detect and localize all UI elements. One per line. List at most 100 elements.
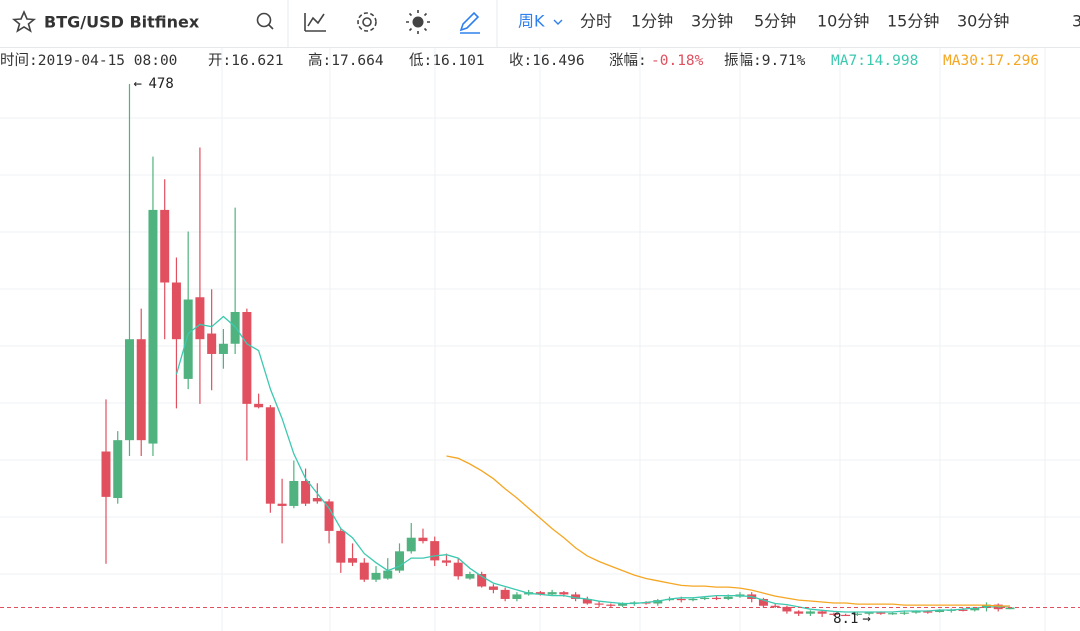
candle-body — [348, 558, 358, 563]
period[interactable]: 10分钟 — [817, 12, 869, 31]
candle-body — [265, 407, 275, 504]
info-high: 高:17.664 — [308, 52, 384, 69]
candle-body — [336, 530, 346, 563]
candle-body — [488, 586, 498, 590]
indicator-icon[interactable] — [304, 13, 326, 32]
candle-body — [406, 537, 416, 552]
chevron — [553, 19, 563, 25]
period[interactable]: 分时 — [580, 12, 612, 31]
period[interactable]: 5分钟 — [754, 12, 796, 31]
candle-body — [148, 209, 158, 444]
candle-body — [982, 604, 991, 609]
candle-body — [512, 594, 522, 599]
candle-body — [758, 598, 768, 606]
candle-body — [254, 403, 264, 408]
candle-body — [864, 612, 874, 614]
draw-icon[interactable] — [459, 11, 480, 34]
search-icon-handle — [268, 24, 274, 30]
candle-body — [183, 299, 193, 379]
period[interactable]: 15分钟 — [887, 12, 939, 31]
candle-body — [359, 562, 369, 580]
candle-body — [500, 589, 510, 599]
period[interactable]: 3 — [1072, 12, 1080, 31]
candle-body — [711, 597, 721, 600]
candle-body — [277, 503, 287, 506]
candle-body — [829, 613, 839, 615]
candle-body — [876, 612, 886, 614]
candle-body — [430, 541, 440, 561]
candle-body — [817, 611, 827, 614]
candle-body — [676, 598, 686, 601]
candle-body — [571, 594, 581, 599]
candle-body — [923, 611, 933, 613]
candle-body — [477, 574, 487, 587]
candle-body — [171, 282, 181, 340]
info-ma30: MA30:17.296 — [943, 53, 1039, 69]
toolbar: BTG/USD Bitfinex 周K 分时 1分钟 3分钟 5分钟 10分钟 15分钟 3… — [0, 0, 1080, 48]
info-amplitude: 振幅:9.71% — [724, 52, 806, 69]
candle-body — [582, 598, 592, 604]
candle-body — [289, 480, 299, 506]
candle-body — [124, 339, 134, 441]
theme-icon[interactable] — [412, 16, 424, 28]
candle-body — [218, 343, 228, 354]
max-label: 478 — [148, 76, 173, 92]
candle-body — [160, 209, 170, 283]
candle-body — [1005, 607, 1015, 610]
candle-body — [606, 604, 616, 606]
candle-body — [101, 451, 111, 497]
max-arrow: ← — [133, 76, 141, 92]
info-close: 收:16.496 — [509, 52, 585, 69]
grid — [0, 48, 1080, 631]
candle-body — [324, 501, 334, 531]
info-open: 开:16.621 — [208, 53, 284, 69]
candle-body — [383, 570, 393, 579]
min-label: 8.1 — [833, 611, 858, 627]
settings-icon-ring — [357, 12, 377, 32]
candle-body — [207, 333, 217, 354]
plot: ← 478 8.1 → — [0, 76, 1080, 627]
candle-body — [852, 613, 862, 615]
candle-body — [195, 297, 205, 340]
favorite-icon[interactable] — [11, 9, 37, 33]
candle-body — [794, 611, 804, 614]
candle-body — [312, 498, 322, 502]
candle-body — [782, 606, 792, 612]
candle-body — [888, 613, 898, 615]
candle-body — [688, 598, 698, 601]
candle-body — [242, 311, 252, 404]
search-icon[interactable] — [256, 12, 272, 28]
candle-body — [465, 574, 475, 579]
candle-body — [418, 537, 428, 542]
min-arrow: → — [862, 611, 870, 627]
ma-line — [175, 315, 1011, 613]
theme-icon-rays — [406, 10, 430, 34]
candle-body — [559, 592, 569, 595]
candle-body — [618, 603, 628, 606]
candle-body — [805, 611, 815, 614]
candle-body — [371, 572, 381, 580]
ma-line — [446, 455, 1010, 607]
period-active[interactable]: 周K — [518, 12, 545, 31]
candle-body — [958, 609, 968, 611]
candle-body — [723, 596, 733, 599]
info-low: 低:16.101 — [409, 52, 485, 69]
candle-body — [113, 440, 123, 499]
candle-body — [911, 611, 921, 613]
period[interactable]: 3分钟 — [691, 12, 733, 31]
period[interactable]: 1分钟 — [631, 12, 673, 31]
info-time: 时间:2019-04-15 08:00 — [0, 52, 177, 69]
candle-body — [395, 551, 404, 571]
candle-body — [535, 592, 545, 595]
candle-body — [136, 339, 146, 441]
info-change-label: 涨幅: — [609, 52, 647, 69]
candle-body — [899, 612, 909, 614]
candle-body — [441, 560, 451, 563]
settings-icon[interactable] — [362, 17, 372, 27]
candle-body — [547, 592, 557, 595]
info-change: -0.18% — [651, 53, 704, 69]
period[interactable]: 30分钟 — [957, 12, 1009, 31]
symbol[interactable]: BTG/USD Bitfinex — [44, 13, 200, 32]
